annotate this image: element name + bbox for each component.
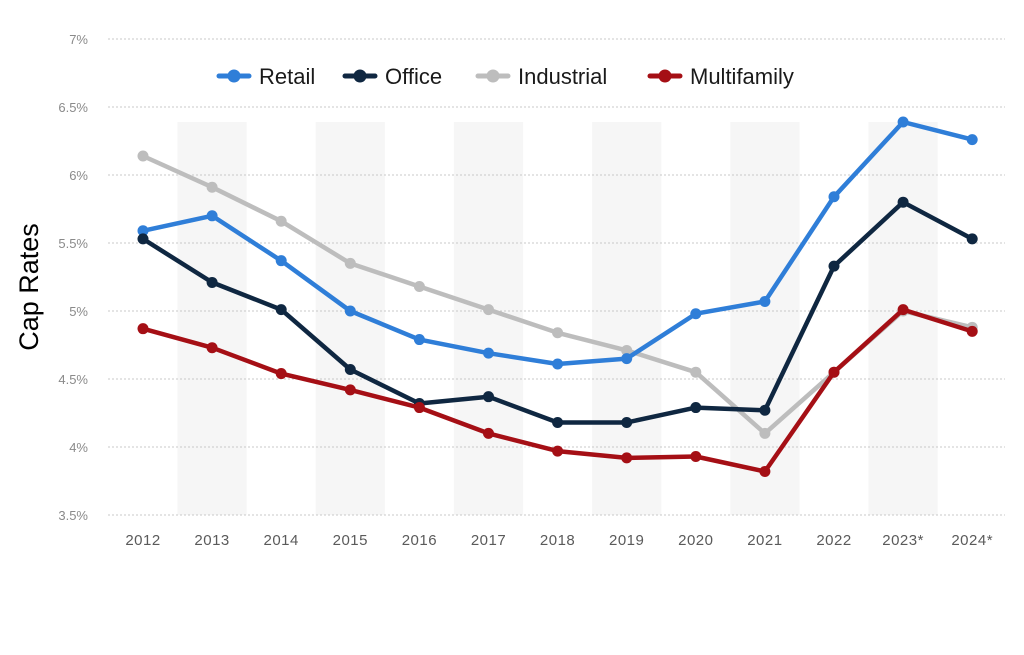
data-point-industrial [413, 281, 425, 293]
x-tick-label: 2012 [125, 532, 160, 549]
background-band [592, 122, 662, 515]
data-point-multifamily [828, 366, 840, 378]
data-point-retail [137, 225, 149, 237]
data-point-retail [413, 334, 425, 346]
y-tick-label: 6.5% [58, 100, 88, 115]
x-tick-label: 2018 [540, 532, 575, 549]
x-tick-label: 2016 [402, 532, 437, 549]
data-point-office [344, 363, 356, 375]
y-tick-label: 4% [69, 440, 88, 455]
data-point-retail [966, 134, 978, 146]
y-tick-label: 5.5% [58, 236, 88, 251]
data-point-multifamily [759, 465, 771, 477]
data-point-industrial [690, 366, 702, 378]
legend-swatch-marker [227, 69, 241, 83]
series-lines [137, 116, 978, 477]
x-tick-label: 2013 [194, 532, 229, 549]
series-line-industrial [140, 153, 975, 436]
x-axis-ticks: 2012 2013 2014 2015 2016 2017 2018 2019 2020 2021… [125, 532, 993, 549]
data-point-office [275, 304, 287, 316]
x-tick-label: 2024* [951, 532, 993, 549]
data-point-industrial [483, 304, 494, 316]
y-axis-ticks: 3.5% 4% 4.5% 5% 5.5% 6% 6.5% 7% [58, 32, 88, 523]
legend-swatch-marker [658, 69, 672, 83]
data-point-retail [275, 255, 287, 267]
legend-swatch-marker [486, 69, 500, 83]
data-point-retail [759, 295, 771, 307]
data-point-multifamily [966, 325, 978, 337]
data-point-office [483, 391, 494, 403]
data-point-multifamily [344, 384, 356, 396]
legend-item-office: Office [342, 64, 442, 89]
data-point-retail [621, 353, 633, 365]
data-point-multifamily [897, 304, 909, 316]
y-tick-label: 5% [69, 304, 88, 319]
legend-item-industrial: Industrial [475, 64, 607, 89]
data-point-industrial [206, 181, 218, 193]
x-tick-label: 2021 [747, 532, 782, 549]
y-tick-label: 4.5% [58, 372, 88, 387]
data-point-office [759, 404, 771, 416]
data-point-industrial [621, 344, 633, 356]
alternating-bands [175, 42, 938, 515]
data-point-multifamily [690, 451, 702, 463]
data-point-multifamily [137, 323, 149, 335]
x-tick-label: 2014 [264, 532, 299, 549]
y-tick-label: 7% [69, 32, 88, 47]
legend: Retail Office Industrial Multifamily [216, 64, 794, 89]
data-point-retail [828, 191, 840, 203]
data-point-office [966, 233, 978, 245]
background-band [730, 122, 800, 515]
legend-backdrop [175, 42, 875, 122]
data-point-retail [344, 305, 356, 317]
x-tick-label: 2019 [609, 532, 644, 549]
x-tick-label: 2023* [882, 532, 924, 549]
data-point-multifamily [206, 342, 218, 354]
data-point-retail [206, 210, 218, 222]
legend-label: Retail [259, 64, 315, 89]
data-point-multifamily [275, 368, 287, 380]
data-point-multifamily [483, 427, 494, 439]
data-point-retail [483, 347, 494, 359]
series-line-office [140, 199, 975, 425]
data-point-office [690, 402, 702, 414]
legend-label: Multifamily [690, 64, 794, 89]
data-point-industrial [552, 327, 564, 339]
data-point-office [206, 276, 218, 288]
data-point-industrial [344, 257, 356, 269]
background-band [315, 122, 385, 515]
legend-item-retail: Retail [216, 64, 315, 89]
legend-label: Industrial [518, 64, 607, 89]
legend-item-multifamily: Multifamily [647, 64, 794, 89]
data-point-office [621, 417, 633, 429]
data-point-industrial [759, 427, 771, 439]
data-point-office [137, 233, 149, 245]
data-point-office [897, 196, 909, 208]
y-tick-label: 6% [69, 168, 88, 183]
data-point-industrial [137, 150, 149, 162]
legend-swatch-marker [353, 69, 367, 83]
data-point-retail [897, 116, 909, 128]
data-point-office [828, 260, 840, 272]
data-point-retail [690, 308, 702, 320]
data-point-multifamily [552, 445, 564, 457]
x-tick-label: 2020 [678, 532, 713, 549]
background-band [177, 122, 247, 515]
y-axis-label: Cap Rates [14, 223, 44, 351]
data-point-industrial [275, 215, 287, 227]
legend-label: Office [385, 64, 442, 89]
data-point-multifamily [413, 402, 425, 414]
data-point-retail [552, 358, 564, 370]
x-tick-label: 2017 [471, 532, 506, 549]
x-tick-label: 2015 [333, 532, 368, 549]
y-tick-label: 3.5% [58, 508, 88, 523]
data-point-multifamily [621, 452, 633, 464]
x-tick-label: 2022 [816, 532, 851, 549]
data-point-office [552, 417, 564, 429]
